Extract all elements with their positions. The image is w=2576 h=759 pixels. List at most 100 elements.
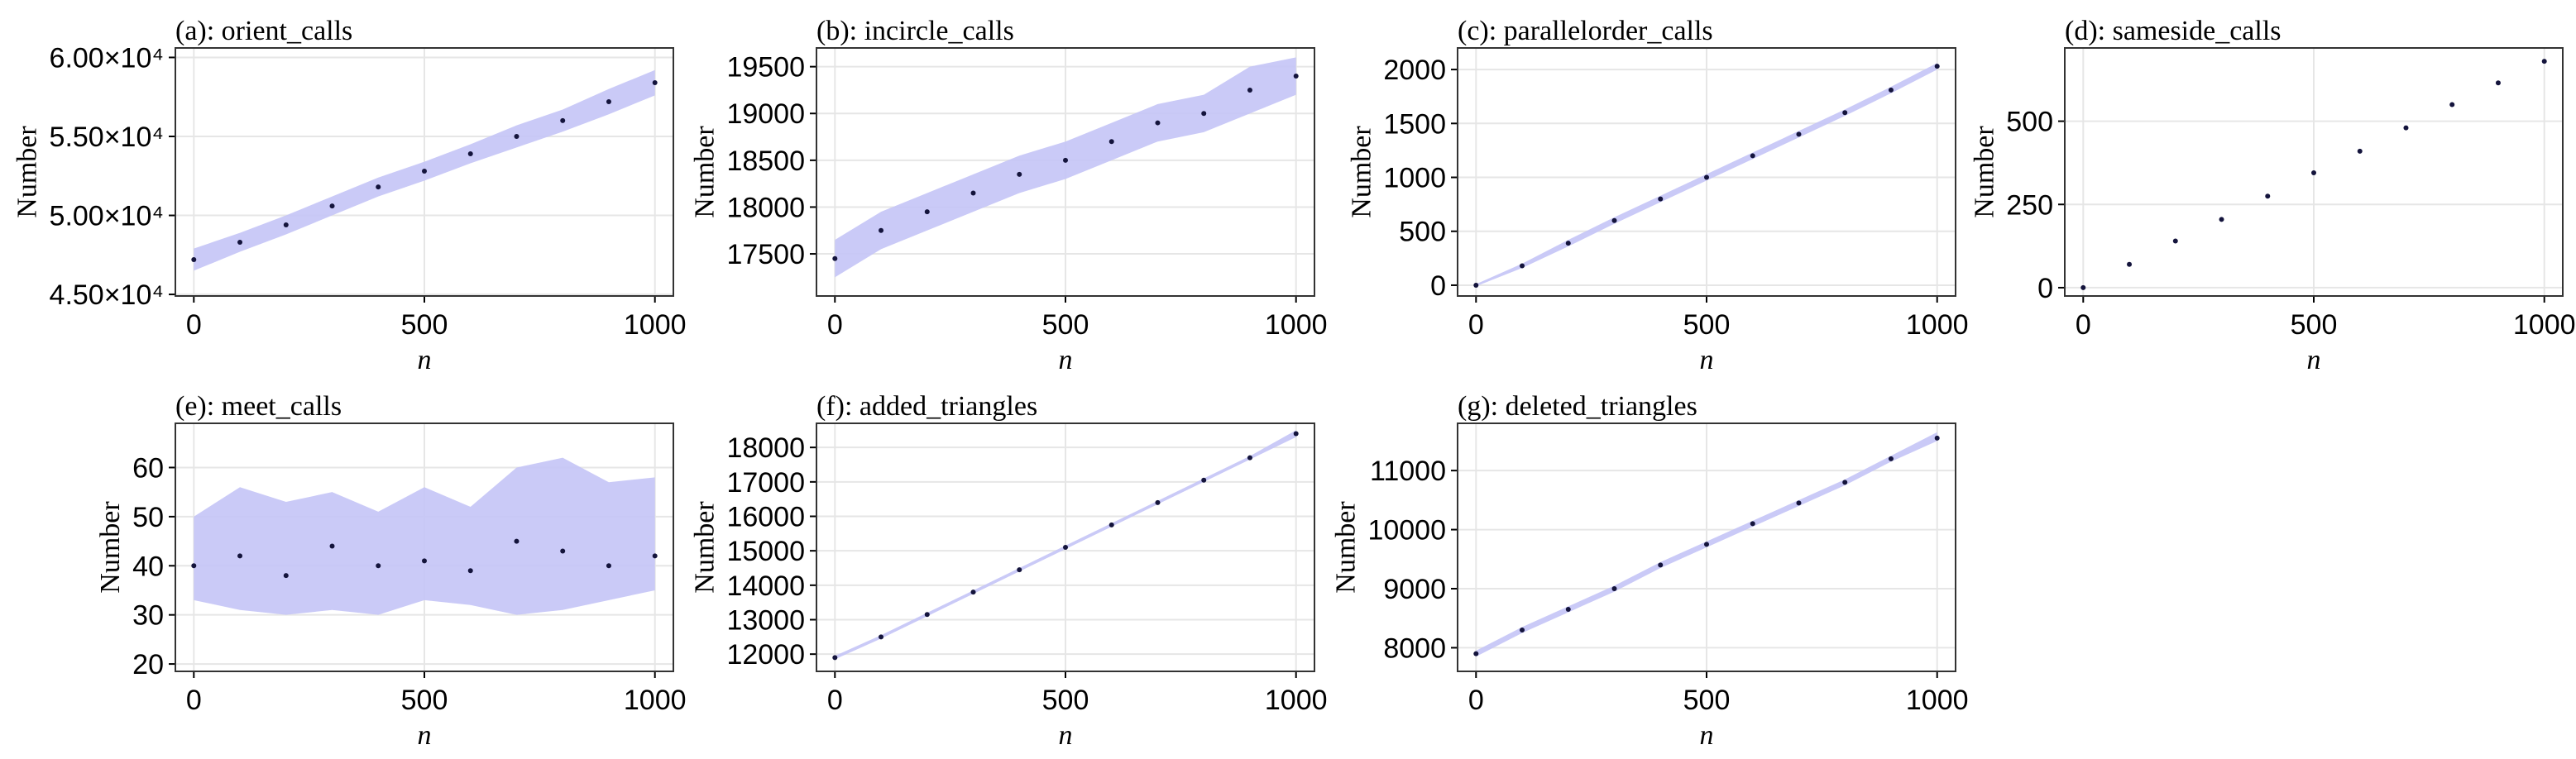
- point: [1934, 64, 1940, 69]
- x-axis-label: n: [418, 720, 432, 751]
- y-axis-label: Number: [689, 126, 720, 218]
- y-tick-label: 4.50×10⁴: [50, 279, 164, 311]
- y-tick-label: 10000: [1367, 515, 1446, 547]
- point: [1796, 500, 1802, 506]
- band: [835, 57, 1296, 278]
- band: [1476, 63, 1937, 287]
- point: [1611, 217, 1617, 223]
- point: [1520, 263, 1525, 269]
- band: [194, 457, 655, 615]
- point: [237, 553, 243, 559]
- x-tick-label: 1000: [1265, 309, 1328, 341]
- point: [1750, 153, 1755, 159]
- point: [1155, 499, 1161, 505]
- x-tick-label: 500: [1042, 685, 1089, 716]
- point: [1247, 455, 1252, 461]
- point: [191, 563, 197, 569]
- point: [1108, 522, 1114, 527]
- x-tick-label: 0: [827, 309, 843, 341]
- point: [1565, 241, 1571, 246]
- y-tick-label: 60: [132, 452, 164, 484]
- y-tick-label: 0: [1430, 270, 1446, 302]
- subplot: 4.50×10⁴ 5.00×10⁴ 5.50×10⁴ 6.00×10⁴ 0 500 1000…: [12, 16, 687, 375]
- band: [835, 430, 1296, 660]
- y-axis-label: Number: [1969, 126, 1999, 218]
- point: [329, 203, 335, 209]
- point: [970, 190, 976, 196]
- point: [879, 634, 884, 640]
- point: [832, 255, 838, 261]
- point: [329, 543, 335, 549]
- point: [1201, 111, 1207, 117]
- point: [2127, 261, 2133, 267]
- point: [2403, 125, 2409, 131]
- y-tick-label: 500: [1399, 217, 1446, 248]
- point: [2172, 238, 2178, 244]
- y-tick-label: 19500: [726, 52, 805, 84]
- y-tick-label: 2000: [1383, 55, 1446, 86]
- point: [2265, 193, 2271, 199]
- y-tick-label: 1000: [1383, 163, 1446, 194]
- x-tick-label: 0: [186, 685, 202, 716]
- x-tick-label: 1000: [624, 309, 687, 341]
- subplot-title: (f): added_triangles: [816, 391, 1037, 422]
- point: [606, 563, 611, 569]
- x-tick-label: 1000: [624, 685, 687, 716]
- point: [924, 209, 930, 215]
- point: [606, 98, 611, 104]
- point: [422, 169, 427, 174]
- subplot-title: (d): sameside_calls: [2065, 16, 2282, 46]
- x-tick-label: 0: [1468, 685, 1484, 716]
- axes-frame: [2064, 47, 2564, 297]
- x-tick-label: 500: [401, 309, 448, 341]
- x-axis-label: n: [418, 345, 432, 375]
- point: [1704, 174, 1709, 180]
- point: [560, 117, 566, 123]
- point: [1796, 131, 1802, 137]
- x-tick-label: 500: [2291, 309, 2338, 341]
- y-tick-label: 12000: [726, 639, 805, 671]
- y-tick-label: 8000: [1383, 632, 1446, 664]
- point: [1108, 139, 1114, 145]
- x-tick-label: 500: [1683, 685, 1731, 716]
- subplot-title: (g): deleted_triangles: [1458, 391, 1697, 422]
- x-tick-label: 0: [2076, 309, 2091, 341]
- x-axis-label: n: [2307, 345, 2321, 375]
- point: [1017, 171, 1022, 177]
- subplot: 0 500 1000 1500 2000 0 500 1000 (c): parallelord…: [1346, 16, 1968, 375]
- point: [2495, 80, 2501, 86]
- point: [1063, 545, 1068, 550]
- point: [1473, 282, 1479, 288]
- y-tick-label: 16000: [726, 502, 805, 533]
- point: [467, 151, 473, 157]
- x-tick-label: 0: [827, 685, 843, 716]
- point: [2080, 284, 2086, 290]
- y-tick-label: 13000: [726, 605, 805, 637]
- subplot-title: (e): meet_calls: [175, 391, 342, 422]
- point: [237, 240, 243, 246]
- y-tick-label: 30: [132, 600, 164, 632]
- x-axis-label: n: [1059, 345, 1073, 375]
- point: [422, 558, 427, 564]
- point: [2311, 170, 2316, 176]
- x-tick-label: 500: [401, 685, 448, 716]
- point: [1201, 477, 1207, 483]
- point: [1658, 562, 1664, 568]
- x-tick-label: 1000: [1265, 685, 1328, 716]
- point: [514, 134, 520, 140]
- y-tick-label: 15000: [726, 536, 805, 567]
- y-tick-label: 17500: [726, 239, 805, 270]
- point: [924, 612, 930, 618]
- point: [2357, 148, 2363, 154]
- point: [2449, 102, 2455, 107]
- subplot-title: (b): incircle_calls: [816, 16, 1014, 46]
- point: [1063, 157, 1068, 163]
- y-tick-label: 5.00×10⁴: [50, 201, 164, 232]
- y-tick-label: 50: [132, 502, 164, 533]
- y-tick-label: 20: [132, 649, 164, 680]
- point: [1473, 651, 1479, 656]
